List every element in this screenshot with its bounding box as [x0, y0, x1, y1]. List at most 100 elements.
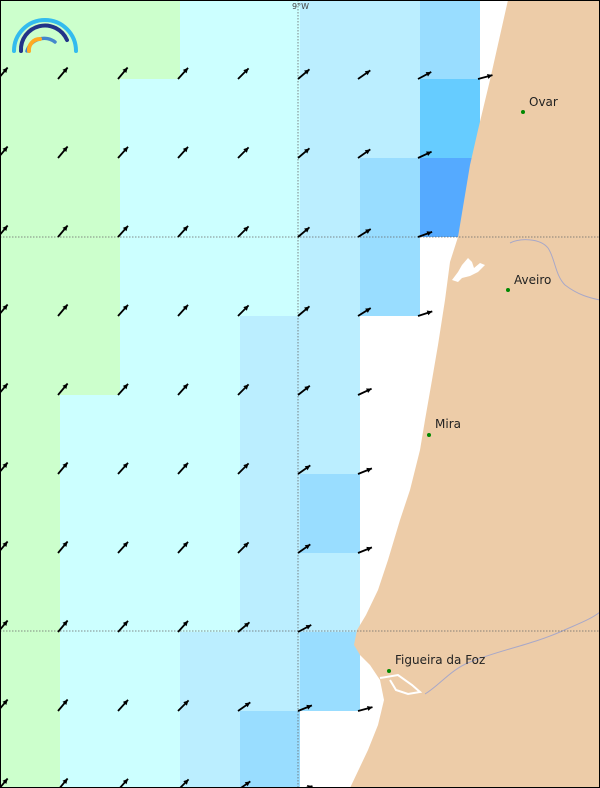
- wave-cell: [60, 237, 120, 316]
- wave-cell: [300, 79, 360, 158]
- city-dot-aveiro: [506, 288, 510, 292]
- wave-cell: [300, 237, 360, 316]
- wave-cell: [240, 158, 300, 237]
- wave-arrow: [297, 147, 311, 159]
- wave-cell: [0, 395, 60, 474]
- wave-arrow: [117, 304, 129, 317]
- wave-cell: [0, 158, 60, 237]
- wave-cell: [0, 553, 60, 632]
- wave-arrow: [357, 307, 372, 317]
- wave-cell: [120, 711, 180, 788]
- wave-cell: [240, 0, 300, 79]
- wave-arrow: [297, 704, 313, 712]
- wave-cell: [120, 553, 180, 632]
- city-dot-figueira-da-foz: [387, 669, 391, 673]
- wave-arrow: [297, 464, 311, 475]
- aveiro-lagoon: [452, 258, 485, 282]
- wave-arrow: [177, 620, 189, 633]
- wave-cell: [0, 316, 60, 395]
- wave-cell: [240, 474, 300, 553]
- wave-cell: [120, 474, 180, 553]
- wave-cell: [120, 395, 180, 474]
- city-dot-mira: [427, 433, 431, 437]
- wave-cell: [360, 237, 420, 316]
- wave-cell: [360, 79, 420, 158]
- wave-cell: [180, 711, 240, 788]
- wave-cell: [0, 632, 60, 711]
- wave-cell: [360, 395, 420, 474]
- wave-arrow: [177, 304, 189, 317]
- river-mondego: [424, 611, 600, 695]
- wave-cell: [60, 79, 120, 158]
- wave-arrow: [357, 228, 372, 238]
- wave-arrow: [117, 383, 129, 396]
- wave-arrow: [117, 225, 129, 238]
- city-dot-ovar: [521, 110, 525, 114]
- wave-arrow: [0, 777, 9, 788]
- wave-arrow: [57, 303, 69, 317]
- wave-arrow: [357, 69, 371, 80]
- wave-cell: [420, 0, 480, 79]
- wave-arrow: [0, 224, 9, 237]
- wave-arrow: [477, 73, 493, 80]
- wave-arrow: [117, 699, 129, 712]
- wave-arrow: [417, 310, 433, 317]
- wave-arrow: [357, 467, 373, 475]
- wave-direction-arrows: [0, 66, 493, 788]
- wave-cell: [180, 632, 240, 711]
- wave-arrow: [57, 66, 69, 80]
- wave-arrow: [177, 67, 189, 80]
- wave-arrow: [177, 225, 189, 238]
- wave-cell: [360, 0, 420, 79]
- wave-arrow: [0, 619, 9, 632]
- wave-arrow: [237, 701, 251, 712]
- wave-arrow: [0, 66, 9, 79]
- wave-arrow: [117, 620, 129, 633]
- wave-arrow: [0, 145, 9, 158]
- wave-cell: [300, 316, 360, 395]
- wave-arrow: [357, 387, 372, 396]
- wave-cell: [60, 474, 120, 553]
- wave-arrow: [0, 303, 9, 316]
- land-portugal: [350, 0, 600, 788]
- wave-arrow: [57, 461, 69, 475]
- wave-arrow: [118, 778, 129, 788]
- wave-arrow: [57, 224, 69, 238]
- wave-cell: [0, 711, 60, 788]
- cities: Ovar Aveiro Mira Figueira da Foz: [387, 95, 558, 673]
- wave-cell: [420, 79, 480, 158]
- wave-cell: [180, 553, 240, 632]
- wave-arrow: [57, 145, 69, 159]
- wave-cell: [180, 316, 240, 395]
- wave-arrow: [57, 540, 69, 554]
- wave-arrow: [177, 383, 189, 396]
- wave-cell: [60, 711, 120, 788]
- wave-cell: [240, 79, 300, 158]
- wave-cell: [300, 158, 360, 237]
- wave-arrow: [177, 146, 189, 159]
- wave-cell: [180, 474, 240, 553]
- wave-arrow: [0, 461, 9, 474]
- wave-cell: [240, 316, 300, 395]
- wave-arrow: [237, 621, 251, 633]
- wave-arrow: [237, 146, 250, 159]
- wave-height-cells: [0, 0, 480, 788]
- wave-cell: [60, 632, 120, 711]
- city-label-mira: Mira: [435, 417, 461, 431]
- longitude-label: 9°W: [292, 2, 309, 11]
- wave-arrow: [177, 541, 189, 554]
- wave-cell: [180, 79, 240, 158]
- wave-cell: [240, 553, 300, 632]
- wave-cell: [120, 316, 180, 395]
- wave-arrow: [117, 66, 129, 80]
- wave-cell: [60, 553, 120, 632]
- wave-arrow: [57, 619, 69, 633]
- wave-arrow: [0, 540, 9, 553]
- river-vouga: [509, 239, 600, 301]
- wave-cell: [300, 0, 360, 79]
- wave-cell: [120, 237, 180, 316]
- wave-cell: [60, 158, 120, 237]
- wave-arrow: [58, 777, 69, 788]
- wave-cell: [300, 395, 360, 474]
